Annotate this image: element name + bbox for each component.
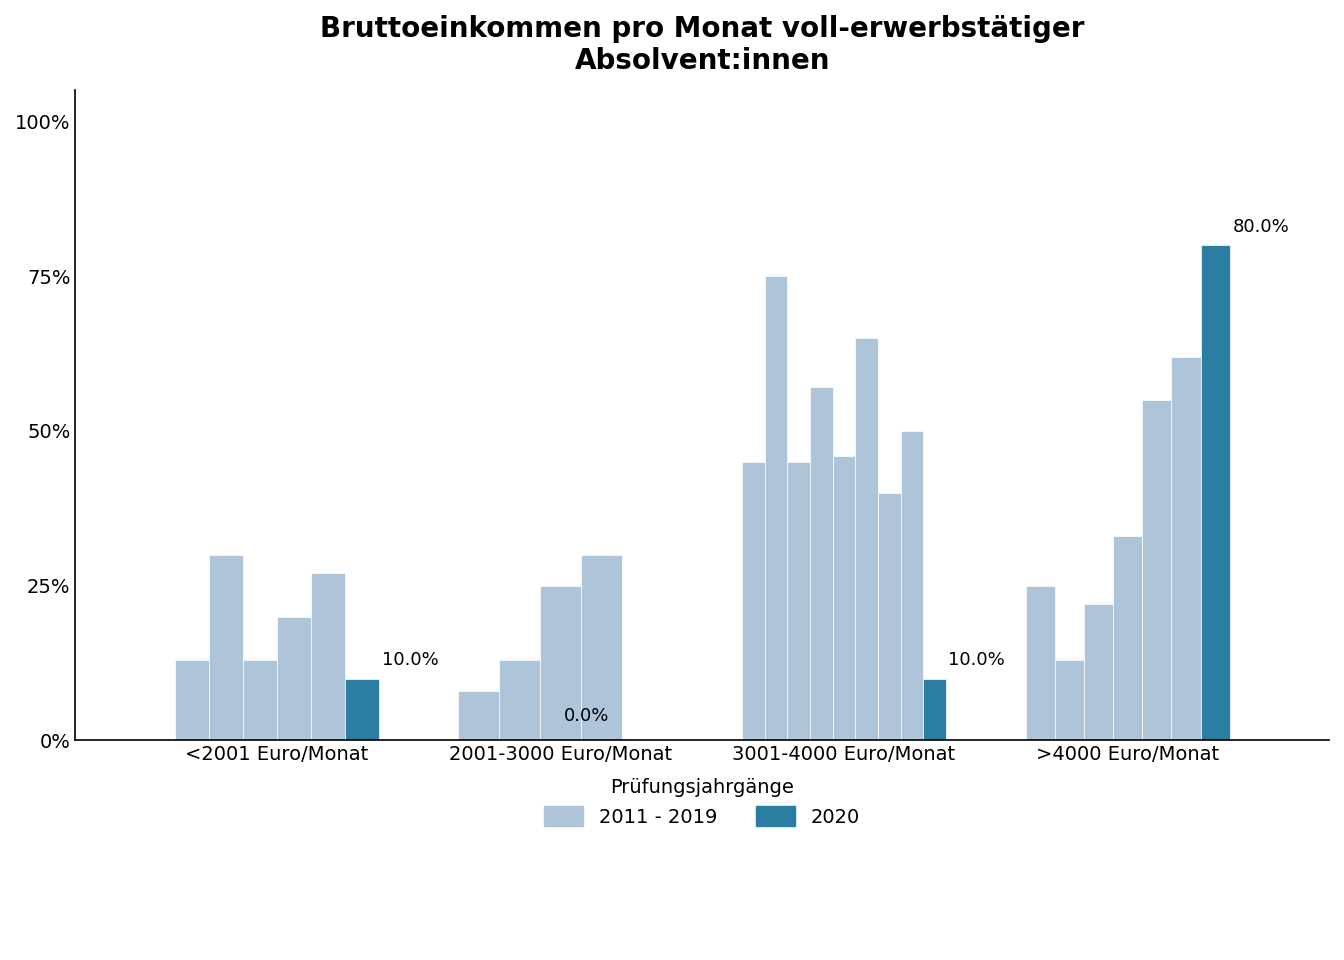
Bar [833,456,855,740]
Bar [1200,245,1230,740]
Bar [458,691,499,740]
Text: 10.0%: 10.0% [949,651,1005,669]
Bar [1055,660,1083,740]
Bar [499,660,540,740]
Bar [581,555,622,740]
Bar [810,388,833,740]
Title: Bruttoeinkommen pro Monat voll-erwerbstätiger
Absolvent:innen: Bruttoeinkommen pro Monat voll-erwerbstä… [320,15,1085,76]
Bar [243,660,277,740]
Legend: 2011 - 2019, 2020: 2011 - 2019, 2020 [536,770,868,835]
Bar [277,616,310,740]
Text: 0.0%: 0.0% [564,707,609,725]
Bar [1025,586,1055,740]
Text: 80.0%: 80.0% [1232,218,1289,236]
Bar [1142,400,1172,740]
Bar [900,431,923,740]
Bar [345,679,379,740]
Bar [208,555,243,740]
Bar [310,573,345,740]
Bar [1083,604,1113,740]
Bar [1113,536,1142,740]
Bar [878,492,900,740]
Bar [742,462,765,740]
Bar [175,660,208,740]
Bar [540,586,581,740]
Bar [788,462,810,740]
Bar [765,276,788,740]
Text: 10.0%: 10.0% [382,651,439,669]
Bar [855,338,878,740]
Bar [1172,356,1200,740]
Bar [923,679,946,740]
